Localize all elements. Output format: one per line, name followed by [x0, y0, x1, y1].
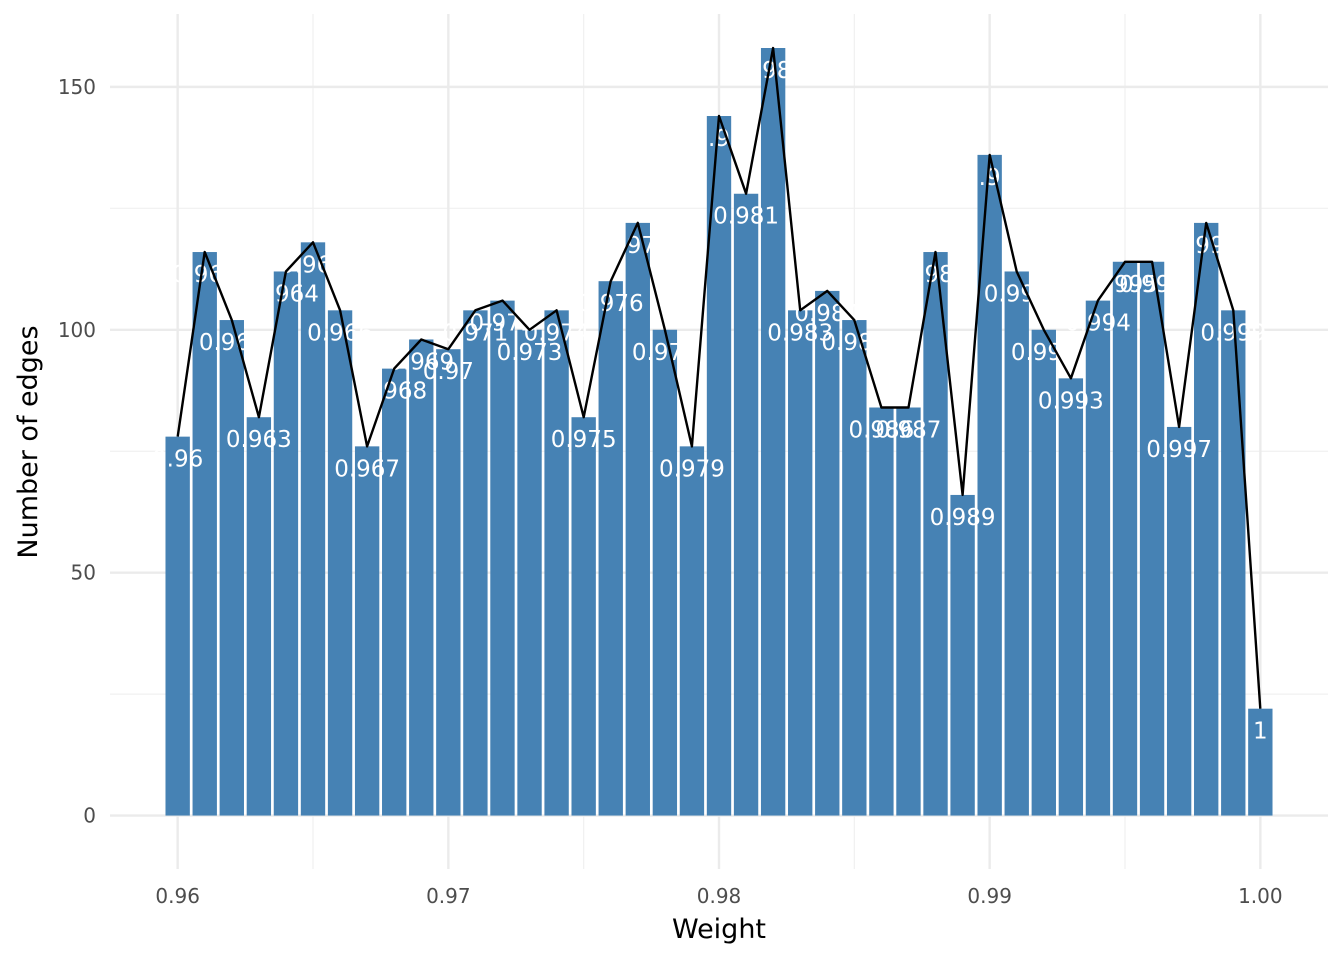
- bar-label: 0.988: [903, 262, 969, 288]
- bar: [1166, 426, 1192, 816]
- bar-label: 0.966: [307, 320, 373, 346]
- bar-label: 0.982: [740, 58, 806, 84]
- bar-label: 0.974: [524, 320, 590, 346]
- bar: [869, 407, 894, 816]
- y-tick-label: 0: [83, 804, 96, 828]
- bar: [354, 446, 380, 816]
- bar: [706, 116, 732, 816]
- bar-label: 0.96: [152, 447, 203, 473]
- bar-label: 0.987: [876, 417, 942, 443]
- frequency-polygon: [176, 46, 1262, 709]
- bar-labels: 0.96 0.961 0.962 0.963 0.964 0.965 0.966 0.967 0…: [152, 58, 1268, 745]
- x-axis-title: Weight: [672, 914, 766, 945]
- bar: [463, 310, 488, 816]
- bar: [382, 368, 407, 816]
- bar: [436, 349, 461, 816]
- bar: [788, 310, 813, 816]
- bar: [896, 407, 921, 816]
- bar-label: 0.981: [713, 204, 779, 230]
- bar-label: 0.963: [226, 427, 292, 453]
- bar: [192, 252, 217, 816]
- bar: [815, 290, 840, 816]
- bars: [165, 48, 1273, 816]
- bar: [733, 193, 759, 816]
- y-tick-label: 100: [58, 318, 96, 342]
- bar: [273, 271, 299, 816]
- bar-label: 0.998: [1173, 233, 1239, 259]
- x-axis-ticks: 0.96 0.97 0.98 0.99 1.00: [155, 884, 1282, 908]
- bar: [1194, 222, 1219, 816]
- bar-label: 0.993: [1038, 388, 1104, 414]
- bar-label: 0.992: [1011, 340, 1077, 366]
- bar-label: 0.989: [930, 505, 996, 531]
- frequency-line: [176, 46, 1262, 709]
- bar-label: 0.965: [280, 252, 346, 278]
- bar-label: 0.961: [172, 262, 238, 288]
- y-tick-label: 150: [58, 75, 96, 99]
- bar: [842, 320, 867, 816]
- bar: [1248, 708, 1273, 816]
- x-tick-label: 0.97: [426, 884, 471, 908]
- bar-label: 0.975: [551, 427, 617, 453]
- bar-label: 0.986: [848, 417, 914, 443]
- bar: [246, 417, 272, 816]
- bar-label: 1: [1253, 719, 1268, 745]
- bar-label: 0.984: [794, 301, 860, 327]
- bar: [571, 417, 596, 816]
- bar: [760, 48, 786, 816]
- bar-label: 0.996: [1119, 272, 1185, 298]
- y-axis-title: Number of edges: [13, 325, 44, 558]
- bar-label: 0.97: [423, 359, 474, 385]
- bar: [1031, 329, 1056, 816]
- bar-label: 0.973: [497, 340, 563, 366]
- bar: [1085, 300, 1111, 816]
- y-tick-label: 50: [71, 561, 96, 585]
- bar-label: 0.967: [334, 456, 400, 482]
- bar: [517, 329, 542, 816]
- x-tick-label: 0.99: [967, 884, 1012, 908]
- bar-label: 0.983: [767, 320, 833, 346]
- bar-label: 0.977: [605, 233, 671, 259]
- bar-label: 0.976: [578, 291, 644, 317]
- bar-label: 0.964: [253, 281, 319, 307]
- bar-label: 0.979: [659, 456, 725, 482]
- bar: [409, 339, 434, 816]
- bar: [219, 320, 244, 816]
- x-tick-label: 0.96: [155, 884, 200, 908]
- bar-label: 0.978: [632, 340, 698, 366]
- bar-label: 0.985: [821, 330, 887, 356]
- bar-label: 0.968: [361, 379, 427, 405]
- x-tick-label: 1.00: [1238, 884, 1283, 908]
- bar: [490, 300, 515, 816]
- bar-label: 0.991: [984, 281, 1050, 307]
- bar-label: 0.962: [199, 330, 265, 356]
- bar-label: 0.994: [1065, 311, 1131, 337]
- bar: [1139, 261, 1165, 816]
- bar: [544, 310, 569, 816]
- bar: [327, 310, 353, 816]
- bar: [625, 222, 650, 816]
- bar: [165, 436, 190, 816]
- bar: [598, 281, 623, 816]
- bar: [300, 242, 326, 816]
- bar: [923, 252, 948, 816]
- bar: [1004, 271, 1029, 816]
- bar: [1221, 310, 1246, 816]
- bar: [1058, 378, 1084, 816]
- x-tick-label: 0.98: [697, 884, 742, 908]
- y-axis-ticks: 0 50 100 150: [58, 75, 96, 828]
- bar-label: 0.997: [1146, 437, 1212, 463]
- bar: [652, 329, 678, 816]
- bar: [679, 446, 705, 816]
- bar: [950, 494, 975, 816]
- bar: [1112, 261, 1138, 816]
